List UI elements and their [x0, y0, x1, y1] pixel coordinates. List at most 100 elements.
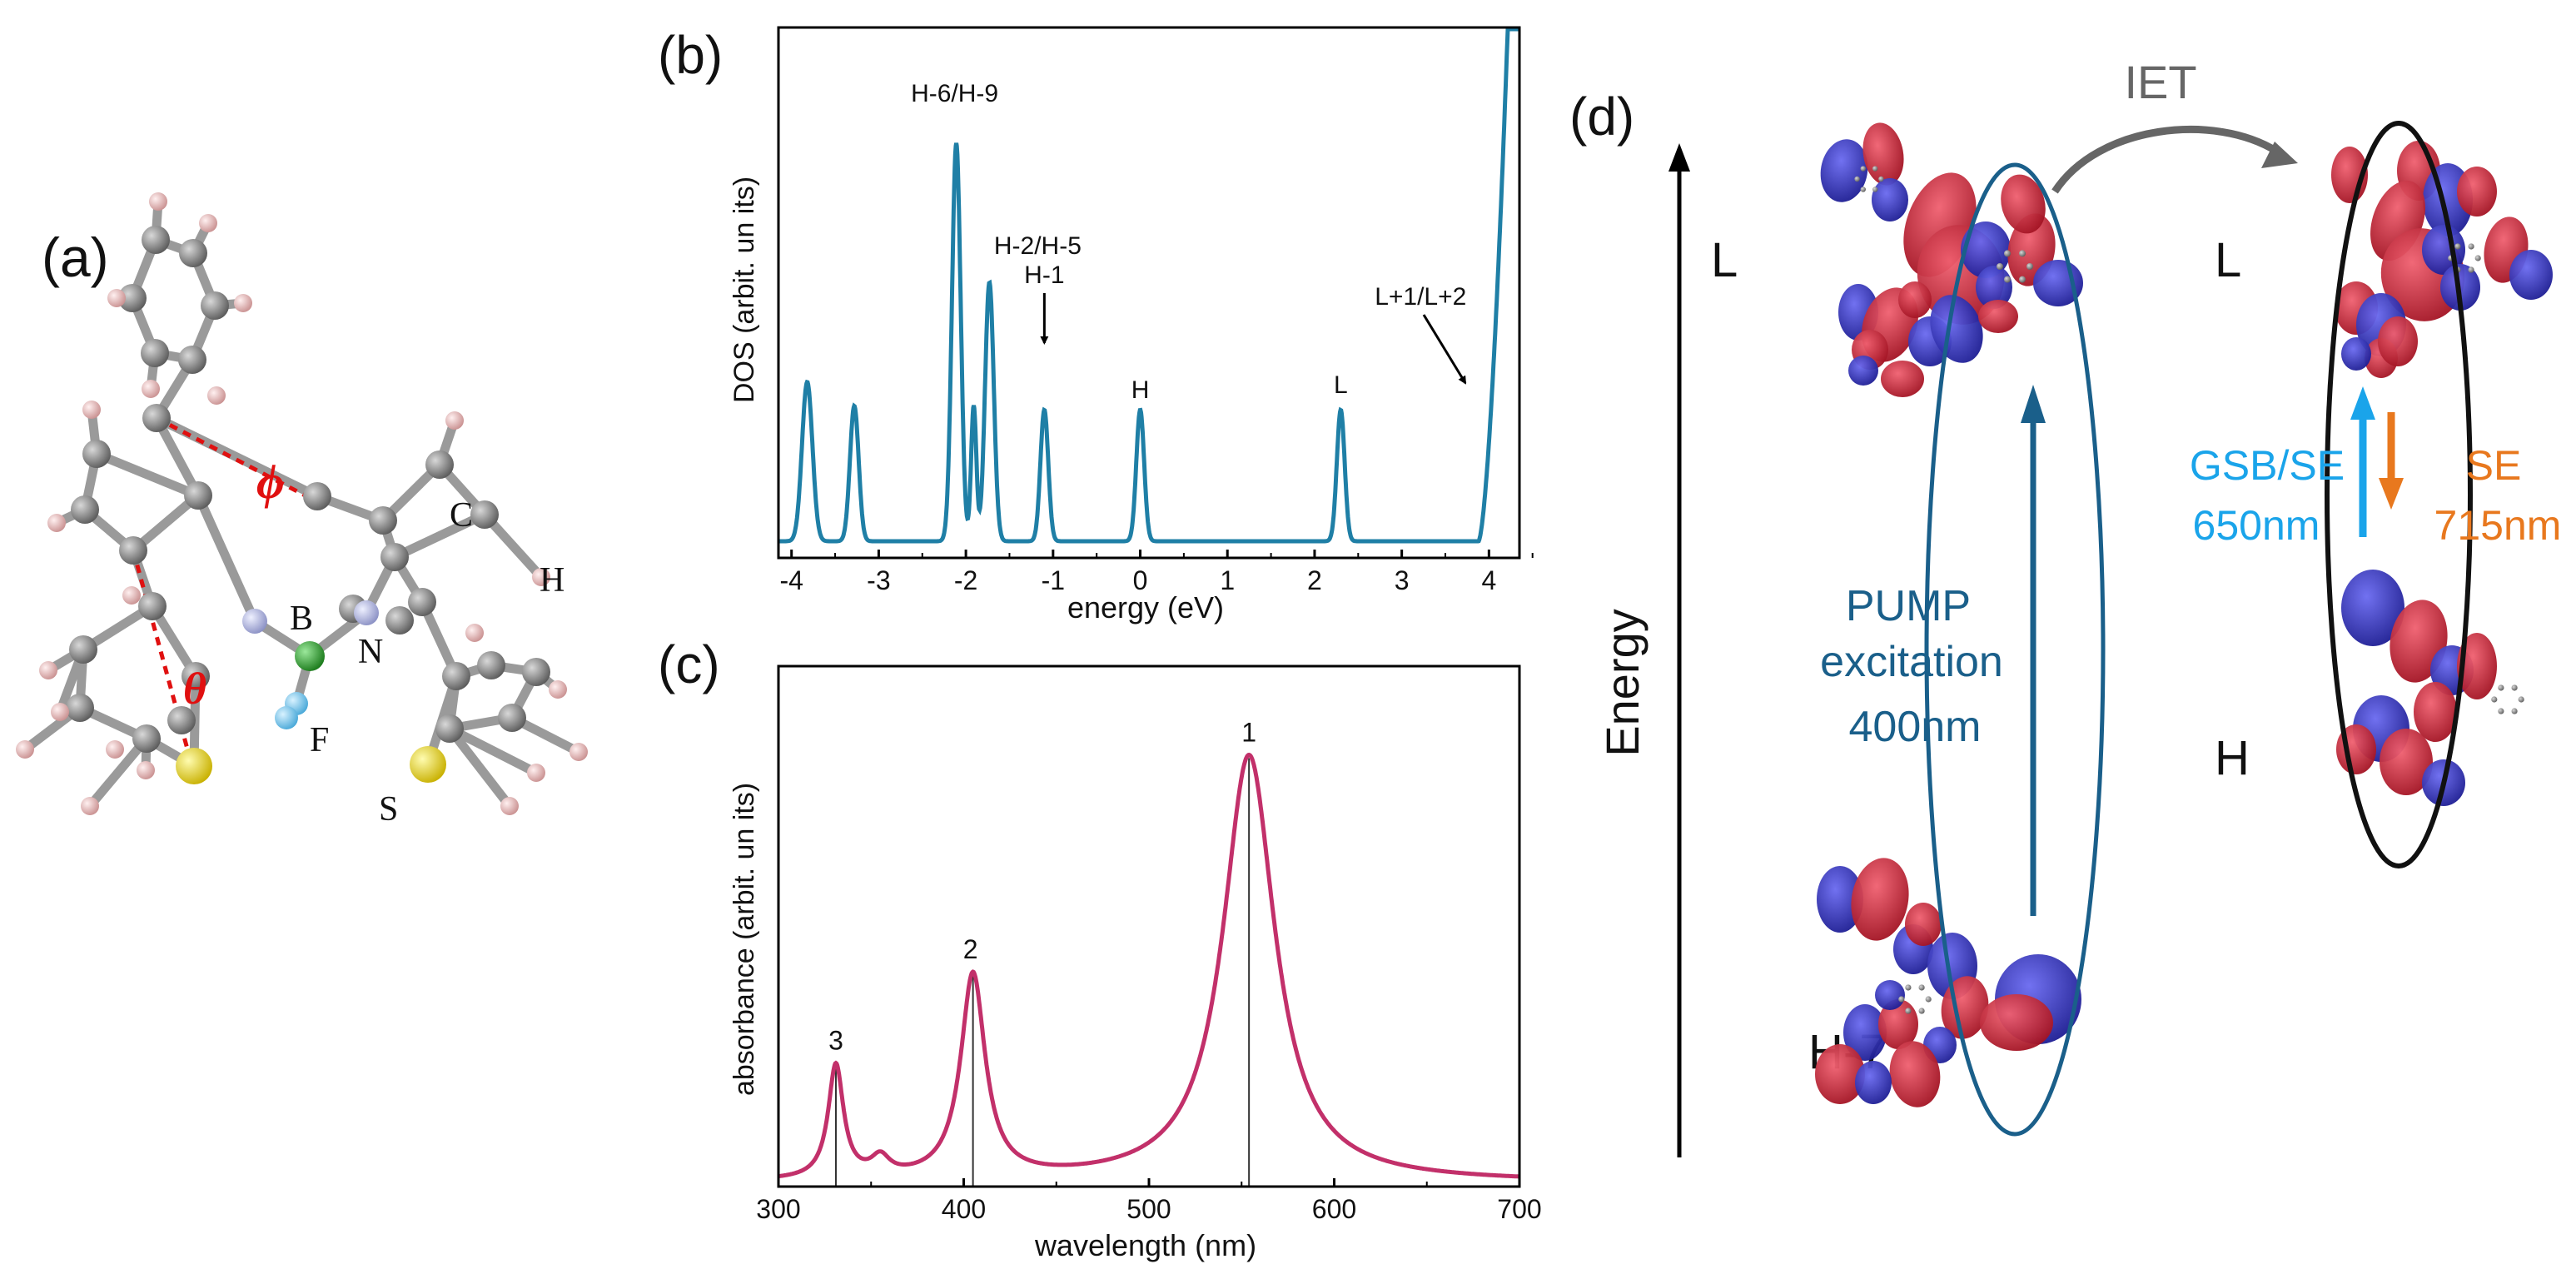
orbital-lobe-positive: [1905, 903, 1942, 946]
bond: [445, 724, 515, 811]
dos-frame: [777, 26, 1521, 560]
bond: [193, 490, 260, 626]
panel-a-label: (a): [42, 226, 109, 288]
energy-axis-label: Energy: [1596, 609, 1649, 756]
dos-x-tick-label: -1: [1042, 565, 1065, 595]
carbon-atom: [142, 226, 170, 254]
hydrogen-atom: [527, 764, 545, 782]
molecule-structure: [16, 192, 588, 815]
pump-label-line3: 400nm: [1849, 703, 1982, 751]
dos-series-line: [778, 27, 1519, 544]
orbital-lobe-negative: [1848, 356, 1878, 386]
carbon-atom: [201, 291, 229, 320]
orbital-skeleton-atom: [2511, 708, 2518, 714]
orbital-lobe-positive: [1978, 300, 2018, 333]
orbital-lobe-negative: [2509, 250, 2553, 300]
panel-b-label: (b): [658, 25, 723, 85]
bond: [92, 449, 203, 500]
panel-c: (c) 300 400 500 600 700 3 2 1 absorbance (arbit…: [658, 635, 1542, 1262]
orbital-skeleton-atom: [2498, 708, 2504, 714]
dos-annotation: L+1/L+2: [1375, 283, 1466, 311]
right-ellipse: [2325, 121, 2473, 868]
orbital-lobe-negative: [2341, 337, 2371, 371]
hydrogen-atom: [569, 743, 588, 761]
dos-x-tick-label: 1: [1220, 565, 1235, 595]
carbon-atom: [435, 714, 464, 743]
gsb-arrowhead: [2350, 386, 2375, 420]
hydrogen-atom: [47, 514, 66, 532]
dos-x-tick-label: -4: [779, 565, 803, 595]
dos-annotation-arrow: [1422, 314, 1467, 385]
orbital-skeleton-atom: [2019, 276, 2026, 283]
dos-x-tick-label: 3: [1395, 565, 1410, 595]
carbon-atom: [142, 404, 171, 432]
carbon-atom: [498, 704, 526, 732]
phi-angle-label: ϕ: [256, 455, 285, 509]
dos-x-label: energy (eV): [1067, 590, 1224, 625]
orbital-skeleton-atom: [1918, 984, 1925, 991]
orbital-lobe-positive: [1898, 281, 1932, 318]
dos-annotation: H: [1131, 376, 1150, 404]
orbital-lobe-positive: [1815, 1044, 1865, 1104]
orbital-skeleton-atom: [1925, 996, 1932, 1003]
orbital-lobe-negative: [1820, 139, 1868, 202]
orbital-skeleton-atom: [1905, 1008, 1912, 1014]
dos-y-label: DOS (arbit. un its): [729, 177, 760, 403]
dos-annotation: H-1: [1024, 261, 1064, 289]
carbon-atom: [369, 506, 397, 535]
bond: [390, 510, 490, 562]
left-ellipse: [1924, 162, 2106, 1137]
carbon-atom: [66, 694, 94, 722]
orbital-lobe-negative: [2341, 570, 2404, 646]
carbon-atom: [385, 606, 414, 635]
abs-x-label: wavelength (nm): [1034, 1228, 1256, 1262]
orbital-lobe-positive: [1851, 858, 1909, 941]
carbon-atom: [179, 239, 207, 267]
orbital-skeleton-atom: [2518, 696, 2524, 703]
abs-y-label: absorbance (arbit. un its): [729, 783, 760, 1096]
orbital-skeleton-atom: [1860, 166, 1866, 172]
hydrogen-atom: [149, 192, 167, 211]
orbital-skeleton-atom: [1898, 996, 1905, 1003]
orbital-lobe-negative: [1855, 1061, 1892, 1104]
gsb-label-line2: 650nm: [2193, 502, 2320, 549]
abs-series-line: [778, 752, 1519, 1179]
carbon-atom: [522, 658, 550, 686]
orbital-lobe-positive: [2414, 682, 2457, 742]
level-label-right-top: L: [2215, 233, 2241, 287]
orbital-lobe-positive: [1881, 361, 1924, 397]
carbon-atom: [132, 724, 161, 753]
hydrogen-atom: [122, 586, 141, 605]
orbital-skeleton-atom: [1878, 176, 1884, 182]
orbital-lobe-positive: [2001, 174, 2046, 234]
nitrogen-atom: [242, 609, 267, 634]
orbital-skeleton-atom: [1872, 187, 1878, 192]
carbon-atom: [167, 706, 196, 734]
orbital-lobe-negative: [1875, 980, 1905, 1010]
hydrogen-atom: [137, 761, 155, 779]
sulfur-atom: [410, 746, 446, 783]
orbital-lobe-negative: [1930, 295, 1983, 363]
bond: [445, 724, 541, 778]
iet-arrowhead: [2261, 142, 2298, 168]
carbon-atom: [82, 440, 111, 468]
carbon-atom: [182, 662, 210, 690]
orbital-skeleton-atom: [2491, 696, 2498, 703]
panel-c-label: (c): [658, 635, 720, 694]
carbon-atom: [442, 662, 470, 690]
sulfur-atom: [176, 748, 212, 784]
carbon-atom: [470, 500, 499, 529]
panel-d-label: (d): [1569, 87, 1634, 147]
bond: [152, 413, 203, 500]
atom-label-S: S: [379, 790, 398, 829]
orbital-skeleton-atom: [2004, 276, 2011, 283]
orbital-lobe-negative: [1817, 866, 1863, 933]
orbital-lobe-positive: [1889, 1041, 1941, 1107]
orbital-lobe-positive: [2457, 167, 2497, 216]
atom-label-C: C: [450, 496, 473, 535]
orbital-skeleton-atom: [2019, 250, 2026, 257]
abs-peak-label: 3: [828, 1026, 843, 1056]
orbital-skeleton-atom: [2026, 263, 2033, 270]
fluorine-atom: [275, 706, 298, 729]
